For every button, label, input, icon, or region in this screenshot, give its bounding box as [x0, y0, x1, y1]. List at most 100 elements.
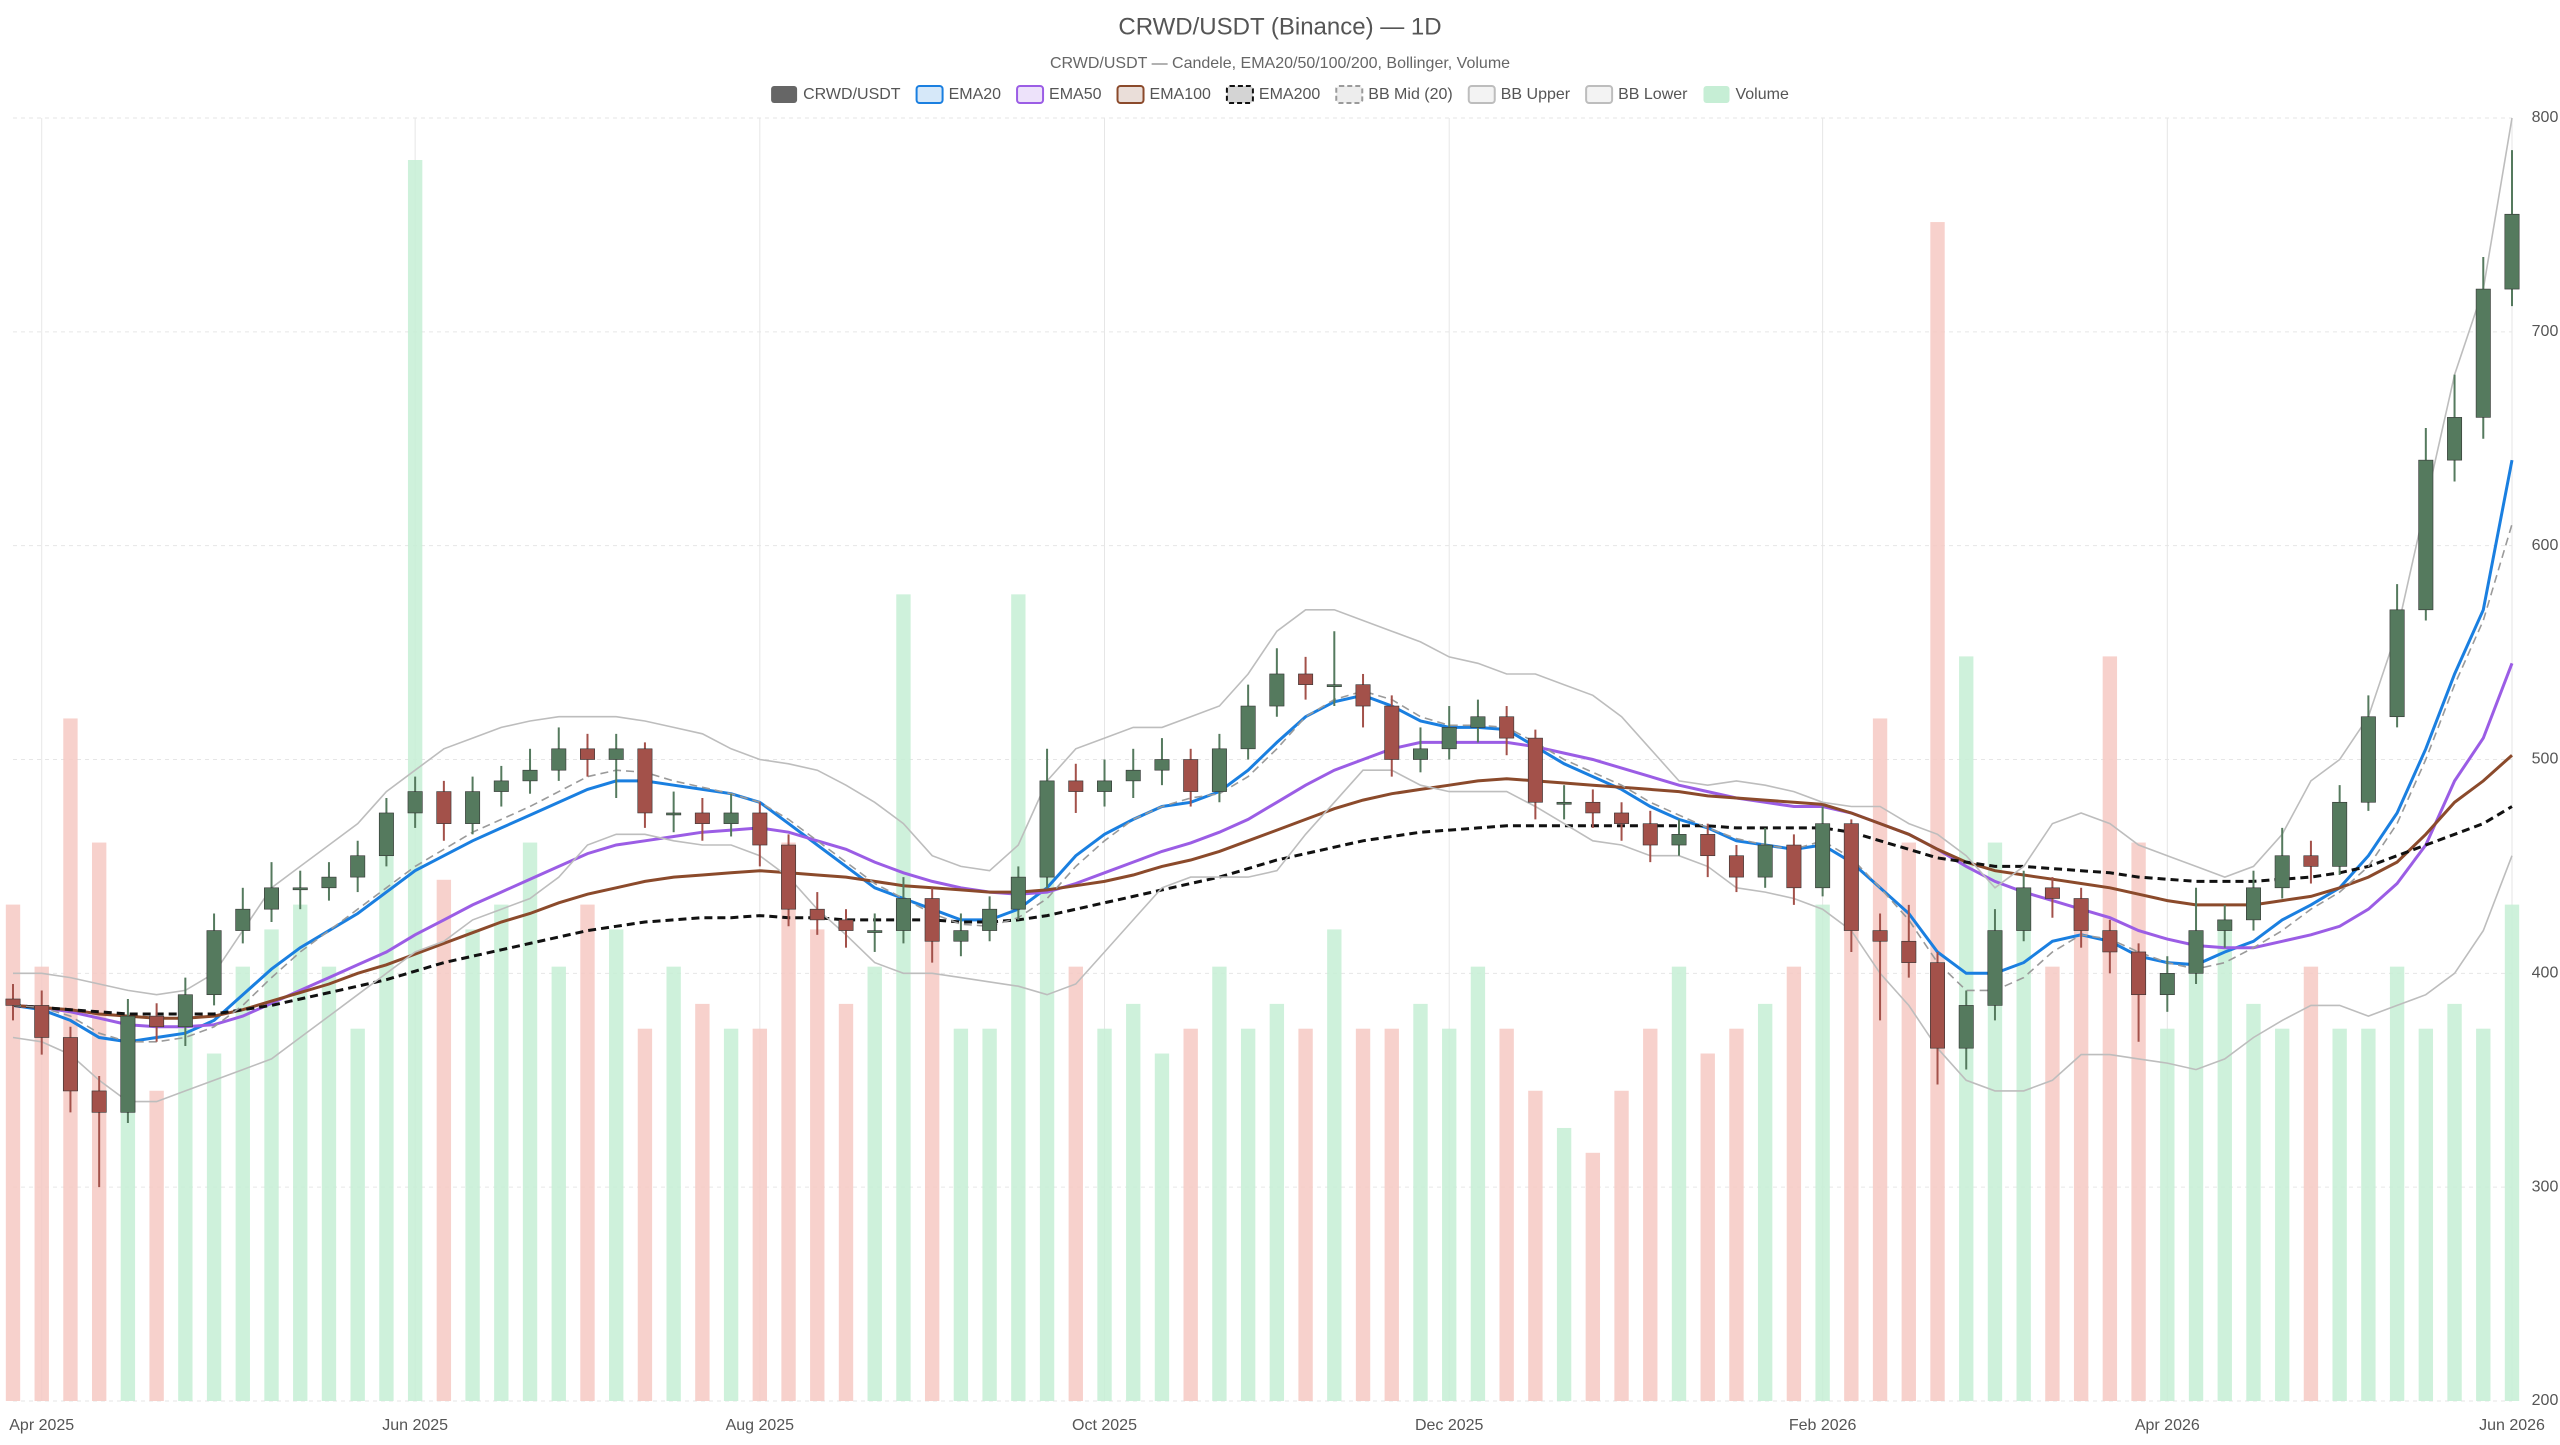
legend-label: BB Lower: [1618, 86, 1688, 103]
candle-body: [1039, 780, 1055, 878]
legend: CRWD/USDT EMA20 EMA50 EMA100 EMA200 BB Mid (2…: [771, 85, 1789, 104]
candle-body: [1700, 834, 1716, 857]
legend-label: BB Upper: [1501, 86, 1571, 103]
volume-bar: [522, 842, 538, 1401]
volume-bar: [2188, 966, 2204, 1401]
volume-bar: [206, 1053, 222, 1401]
candle-body: [34, 1005, 50, 1038]
candle-body: [2303, 855, 2319, 867]
indicator-line: [12, 662, 2514, 1029]
candle-body: [177, 994, 193, 1028]
candle-body: [982, 908, 998, 931]
volume-bar: [838, 1003, 854, 1401]
candle-body: [1010, 876, 1026, 910]
candle-body: [292, 887, 308, 891]
legend-swatch: [1467, 85, 1496, 104]
candle-body: [1384, 705, 1400, 760]
candle-body: [2447, 417, 2463, 461]
volume-bar: [752, 1028, 768, 1401]
candle-body: [235, 908, 251, 931]
candle-body: [1470, 716, 1486, 728]
candle-body: [867, 930, 883, 933]
candle-body: [1240, 705, 1256, 750]
candle-body: [91, 1090, 107, 1113]
volume-bar: [34, 966, 49, 1401]
legend-label: EMA100: [1150, 86, 1211, 103]
volume-bar: [781, 842, 796, 1401]
candle-body: [2418, 459, 2434, 611]
volume-bar: [2102, 656, 2118, 1401]
legend-label: EMA50: [1049, 86, 1102, 103]
legend-item: EMA100: [1116, 85, 1211, 104]
volume-bar: [2504, 904, 2520, 1401]
legend-swatch: [1116, 85, 1145, 104]
volume-bar: [1643, 1028, 1658, 1401]
volume-bar: [321, 966, 337, 1401]
indicator-line: [12, 805, 2513, 1016]
candle-body: [522, 769, 538, 782]
volume-bar: [2160, 1028, 2175, 1401]
legend-swatch: [915, 85, 944, 104]
volume-bar: [2246, 1003, 2261, 1401]
volume-bar: [1844, 842, 1859, 1401]
candle-body: [493, 780, 509, 792]
y-tick-label: 500: [2532, 751, 2559, 768]
x-tick-label: Jun 2026: [2479, 1417, 2545, 1434]
legend-label: EMA200: [1259, 86, 1320, 103]
candle-body: [1355, 684, 1371, 707]
volume-bar: [551, 966, 566, 1401]
candle-body: [1815, 823, 1831, 889]
legend-item: BB Lower: [1585, 85, 1688, 104]
volume-bar: [1556, 1127, 1572, 1401]
candle-body: [2188, 930, 2204, 974]
candle-body: [2274, 855, 2290, 889]
volume-bar: [1700, 1053, 1715, 1401]
candle-body: [1527, 737, 1543, 803]
volume-bar: [149, 1090, 164, 1401]
volume-bar: [379, 842, 394, 1401]
volume-bar: [1240, 1028, 1256, 1401]
candle-body: [2073, 898, 2089, 931]
volume-bar: [1212, 966, 1227, 1401]
legend-swatch: [1703, 86, 1730, 103]
volume-bar: [867, 966, 882, 1401]
volume-bar: [637, 1028, 653, 1401]
legend-swatch: [1225, 85, 1254, 104]
legend-label: Volume: [1735, 86, 1788, 103]
candle-body: [2044, 887, 2060, 899]
volume-bar: [235, 966, 250, 1401]
indicator-line: [12, 459, 2514, 1044]
candle-body: [895, 898, 911, 931]
x-tick-label: Oct 2025: [1072, 1417, 1137, 1434]
legend-swatch: [1335, 85, 1364, 104]
candle-body: [1786, 844, 1802, 889]
candle-body: [1642, 823, 1658, 846]
candle-body: [838, 919, 854, 931]
legend-swatch: [1585, 85, 1614, 104]
candle-body: [1958, 1005, 1974, 1049]
volume-bar: [1269, 1003, 1285, 1401]
candle-body: [1211, 748, 1227, 792]
candle-body: [436, 791, 452, 824]
candle-body: [1068, 780, 1084, 792]
volume-bar: [494, 904, 509, 1401]
legend-item: BB Mid (20): [1335, 85, 1453, 104]
candle-body: [1154, 759, 1170, 771]
y-tick-label: 700: [2532, 323, 2559, 340]
candle-body: [924, 898, 940, 942]
candle-body: [1585, 801, 1601, 814]
candle-body: [1987, 930, 2003, 1006]
volume-bar: [1757, 1003, 1773, 1401]
volume-bar: [2476, 1028, 2491, 1401]
candle-body: [264, 887, 279, 910]
y-tick-label: 300: [2532, 1178, 2559, 1195]
candle-body: [608, 748, 624, 760]
candle-body: [2360, 716, 2376, 803]
legend-item: EMA50: [1016, 85, 1102, 104]
y-tick-label: 200: [2532, 1392, 2559, 1409]
volume-bar: [1355, 1028, 1371, 1401]
candle-body: [1183, 759, 1199, 792]
legend-swatch: [1016, 85, 1045, 104]
